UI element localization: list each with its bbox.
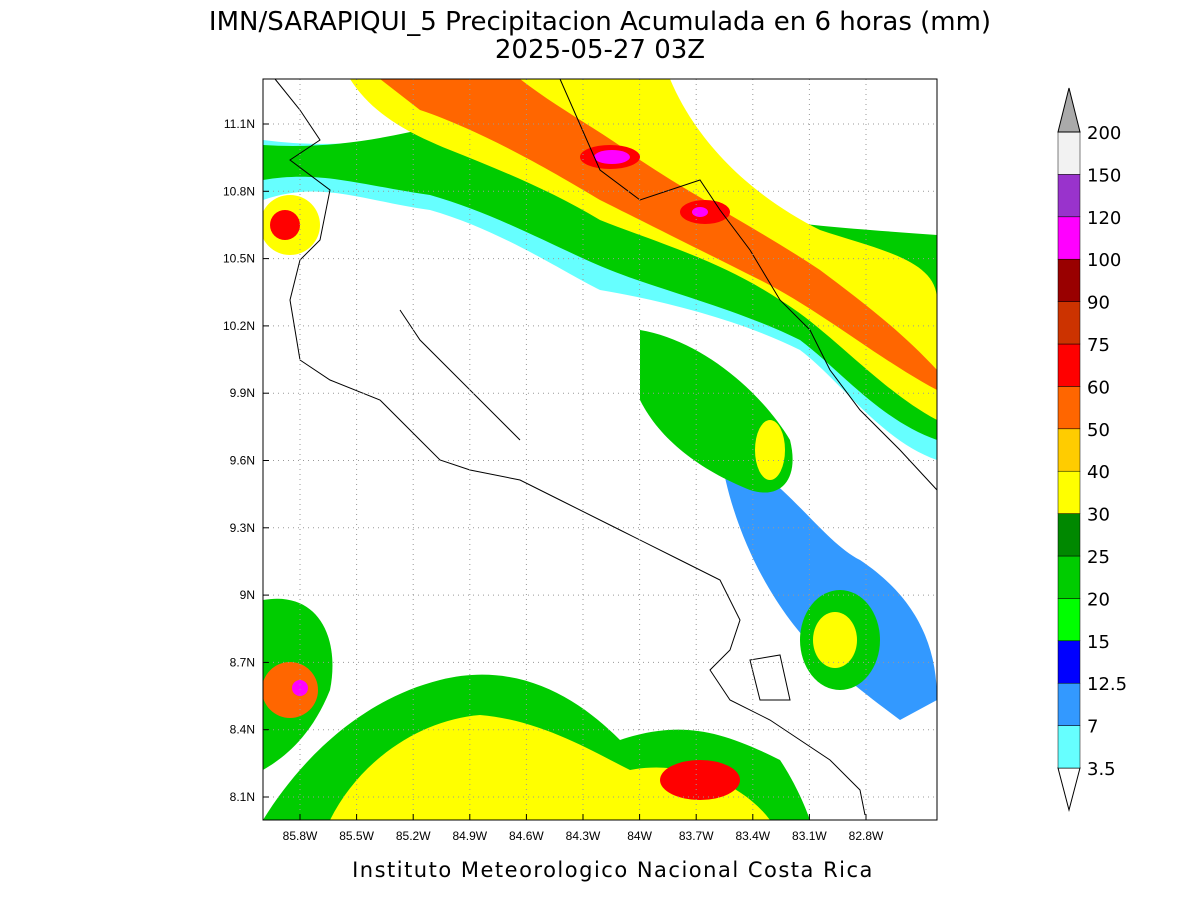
colorbar-label: 120 xyxy=(1087,208,1121,229)
colorbar-swatch xyxy=(1057,640,1081,684)
colorbar-label: 60 xyxy=(1087,377,1110,398)
footer: Instituto Meteorologico Nacional Costa R… xyxy=(352,858,874,882)
colorbar-swatch xyxy=(1057,174,1081,218)
colorbar-swatch xyxy=(1057,598,1081,642)
colorbar-swatch xyxy=(1057,131,1081,175)
colorbar: 3.5 7 12.5 15 20 25 30 40 50 60 75 90 100 120 150 200 xyxy=(1057,87,1127,812)
colorbar-label: 75 xyxy=(1087,335,1110,356)
colorbar-swatch xyxy=(1057,470,1081,514)
colorbar-label: 15 xyxy=(1087,632,1110,653)
colorbar-swatch xyxy=(1057,428,1081,472)
colorbar-label: 50 xyxy=(1087,420,1110,441)
colorbar-label: 150 xyxy=(1087,165,1121,186)
colorbar-label: 30 xyxy=(1087,505,1110,526)
colorbar-swatch xyxy=(1057,343,1081,387)
colorbar-label: 20 xyxy=(1087,589,1110,610)
lat-label: 10.2N xyxy=(223,319,255,333)
lat-label: 10.8N xyxy=(223,184,255,198)
lat-label: 8.1N xyxy=(230,790,255,804)
colorbar-swatch xyxy=(1057,258,1081,302)
colorbar-swatch xyxy=(1057,682,1081,726)
colorbar-label: 12.5 xyxy=(1087,674,1127,695)
colorbar-label: 40 xyxy=(1087,462,1110,483)
precip-field xyxy=(263,79,937,820)
subtitle: 2025-05-27 03Z xyxy=(495,35,705,65)
lat-label: 10.5N xyxy=(223,252,255,266)
lon-label: 85.2W xyxy=(396,829,431,843)
colorbar-label: 3.5 xyxy=(1087,759,1116,780)
colorbar-extend xyxy=(1057,87,1081,133)
colorbar-swatch xyxy=(1057,301,1081,345)
lat-label: 9N xyxy=(240,588,255,602)
colorbar-label: 200 xyxy=(1087,123,1121,144)
colorbar-label: 90 xyxy=(1087,293,1110,314)
lon-label: 83.4W xyxy=(735,829,770,843)
lon-label: 83.1W xyxy=(792,829,827,843)
lat-label: 9.9N xyxy=(230,386,255,400)
lat-label: 8.4N xyxy=(230,723,255,737)
colorbar-swatch xyxy=(1057,216,1081,260)
lon-label: 84.3W xyxy=(566,829,601,843)
colorbar-swatch xyxy=(1057,555,1081,599)
lon-label: 85.8W xyxy=(283,829,318,843)
colorbar-extend xyxy=(1057,767,1081,812)
colorbar-label: 25 xyxy=(1087,547,1110,568)
colorbar-swatch xyxy=(1057,513,1081,557)
map-frame xyxy=(262,78,938,821)
lon-label: 85.5W xyxy=(339,829,374,843)
lat-label: 9.3N xyxy=(230,521,255,535)
lat-label: 8.7N xyxy=(230,655,255,669)
map: 11.1N 10.8N 10.5N 10.2N 9.9N 9.6N 9.3N 9N 8.7N 8.… xyxy=(223,78,938,843)
lat-label: 9.6N xyxy=(230,454,255,468)
colorbar-swatch xyxy=(1057,725,1081,769)
lon-label: 83.7W xyxy=(679,829,714,843)
lon-label: 84W xyxy=(627,829,652,843)
colorbar-label: 7 xyxy=(1087,717,1098,738)
title: IMN/SARAPIQUI_5 Precipitacion Acumulada … xyxy=(209,7,991,37)
lon-label: 82.8W xyxy=(849,829,884,843)
lat-label: 11.1N xyxy=(224,117,255,131)
coastline xyxy=(274,78,938,816)
lon-label: 84.6W xyxy=(509,829,544,843)
colorbar-swatch xyxy=(1057,386,1081,430)
colorbar-label: 100 xyxy=(1087,250,1121,271)
lon-label: 84.9W xyxy=(452,829,487,843)
